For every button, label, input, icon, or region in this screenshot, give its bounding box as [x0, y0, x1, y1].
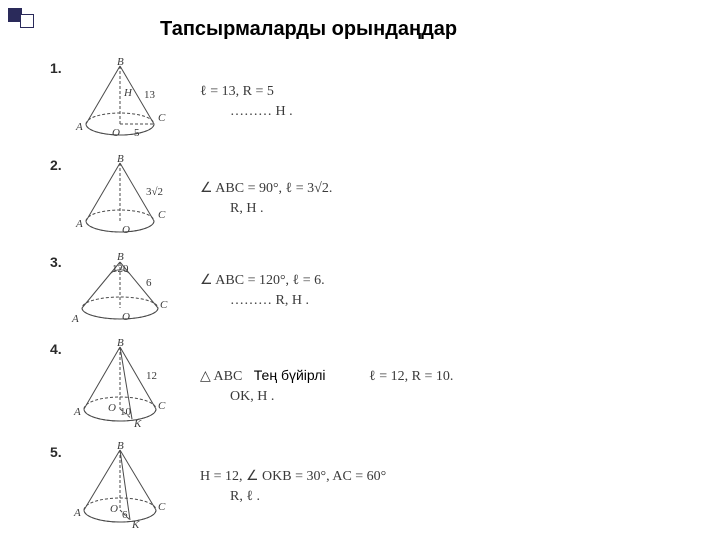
corner-decoration [8, 8, 38, 38]
problem-number: 2. [50, 157, 70, 173]
label-A: A [75, 121, 83, 133]
corner-square-outline [20, 14, 34, 28]
problem-number: 5. [50, 444, 70, 460]
label-6: 6 [122, 509, 128, 521]
problem-row: 5. B A C O K 6 H = 12, ∠ OKB = 30°, AC =… [50, 440, 670, 533]
line2: OK, H . [230, 389, 670, 405]
cone-svg: B A C O K 12 10 [70, 337, 180, 429]
isosceles-label: Тең бүйірлі [254, 367, 326, 383]
problem-text: ℓ = 13, R = 5 ……… H . [200, 84, 670, 120]
label-B: B [117, 153, 124, 165]
label-O: O [110, 503, 118, 515]
line2: R, ℓ . [230, 489, 670, 505]
label-3r2: 3√2 [146, 186, 163, 198]
problem-text: △ ABC Тең бүйірлі ℓ = 12, R = 10. OK, H … [200, 367, 670, 405]
label-6: 6 [146, 277, 152, 289]
cone-svg: B A C O K 6 [70, 440, 180, 528]
cone-svg: B A C O 120 6 [70, 250, 180, 326]
problem-text: H = 12, ∠ OKB = 30°, AC = 60° R, ℓ . [200, 468, 670, 505]
label-A: A [71, 313, 79, 325]
label-C: C [158, 112, 166, 124]
line1: ∠ ABC = 120°, ℓ = 6. [200, 273, 325, 288]
label-K: K [133, 418, 142, 429]
line2: R, H . [230, 201, 670, 217]
problem-number: 1. [50, 60, 70, 76]
cone-figure-5: B A C O K 6 [70, 440, 180, 533]
label-A: A [73, 507, 81, 519]
label-O: O [122, 311, 130, 323]
cone-figure-2: B A C O 3√2 [70, 153, 180, 244]
label-A: A [75, 218, 83, 230]
label-B: B [117, 56, 124, 68]
label-O: O [108, 402, 116, 414]
prefix: △ ABC [200, 369, 242, 384]
cone-figure-3: B A C O 120 6 [70, 250, 180, 331]
line1: H = 12, ∠ OKB = 30°, AC = 60° [200, 469, 386, 484]
cone-svg: B A C O H 13 5 [70, 56, 180, 142]
label-H: H [123, 87, 133, 99]
label-120: 120 [112, 263, 129, 275]
label-A: A [73, 406, 81, 418]
label-B: B [117, 251, 124, 263]
line1b: ℓ = 12, R = 10. [369, 369, 453, 384]
label-5: 5 [134, 127, 140, 139]
label-B: B [117, 440, 124, 452]
cone-svg: B A C O 3√2 [70, 153, 180, 239]
line2: ……… H . [230, 104, 670, 120]
label-C: C [158, 501, 166, 513]
label-C: C [160, 299, 168, 311]
line1: ∠ ABC = 90°, ℓ = 3√2. [200, 181, 332, 196]
problem-number: 3. [50, 254, 70, 270]
cone-figure-1: B A C O H 13 5 [70, 56, 180, 147]
label-13: 13 [144, 89, 156, 101]
problem-row: 4. B A C O K 12 10 △ ABC Тең бүйірлі [50, 337, 670, 434]
problem-text: ∠ ABC = 90°, ℓ = 3√2. R, H . [200, 180, 670, 217]
problem-row: 2. B A C O 3√2 ∠ ABC = 90°, ℓ = 3√2. R, … [50, 153, 670, 244]
line1: ℓ = 13, R = 5 [200, 84, 274, 99]
label-10: 10 [120, 406, 132, 418]
line2: ……… R, H . [230, 293, 670, 309]
problem-number: 4. [50, 341, 70, 357]
label-K: K [131, 519, 140, 528]
label-O: O [112, 127, 120, 139]
problem-row: 3. B A C O 120 6 ∠ ABC = 120°, ℓ = 6. ……… [50, 250, 670, 331]
problem-text: ∠ ABC = 120°, ℓ = 6. ……… R, H . [200, 272, 670, 309]
label-C: C [158, 209, 166, 221]
label-C: C [158, 400, 166, 412]
problems-container: 1. B A C O H 13 5 ℓ = 13, R = 5 ……… H . [50, 56, 670, 539]
problem-row: 1. B A C O H 13 5 ℓ = 13, R = 5 ……… H . [50, 56, 670, 147]
page-title: Тапсырмаларды орындаңдар [160, 18, 457, 41]
label-B: B [117, 337, 124, 349]
label-12: 12 [146, 370, 157, 382]
label-O: O [122, 224, 130, 236]
cone-figure-4: B A C O K 12 10 [70, 337, 180, 434]
